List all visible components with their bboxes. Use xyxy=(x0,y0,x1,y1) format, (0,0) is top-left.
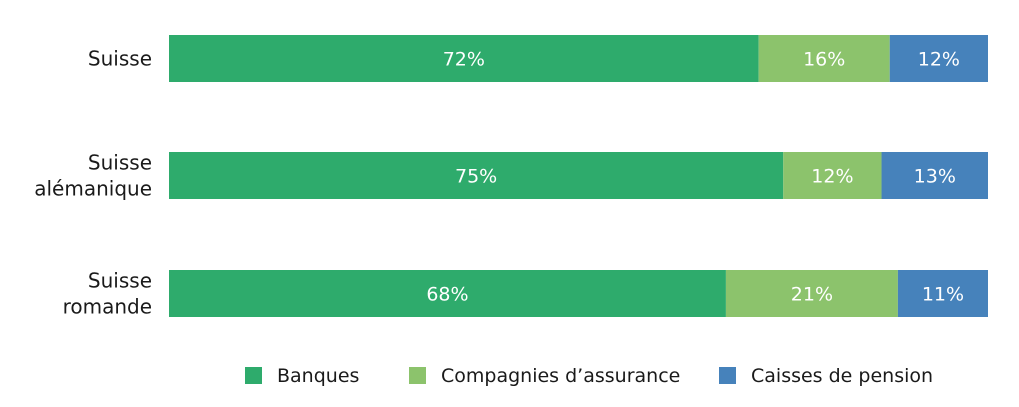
data-label: 13% xyxy=(914,166,956,188)
bars-layer: 72% 16% 12% 75% 12% 13% 68% 21% 11% xyxy=(169,35,988,317)
bar-segment xyxy=(725,270,898,317)
bar-segment xyxy=(881,152,988,199)
category-label: Suisse alémanique xyxy=(34,151,152,201)
category-label-line: Suisse xyxy=(88,151,152,175)
legend-label: Caisses de pension xyxy=(751,365,933,387)
data-label: 16% xyxy=(803,49,845,71)
data-label: 68% xyxy=(426,284,468,306)
bar-segment xyxy=(783,152,882,199)
data-label: 72% xyxy=(443,49,485,71)
category-label: Suisse xyxy=(88,47,152,71)
legend: Banques Compagnies d’assurance Caisses de … xyxy=(245,365,933,387)
data-label: 75% xyxy=(455,166,497,188)
category-label-line: romande xyxy=(63,295,152,319)
legend-swatch xyxy=(719,367,736,384)
legend-swatch xyxy=(409,367,426,384)
bar-segment xyxy=(758,35,890,82)
category-label-line: alémanique xyxy=(34,177,152,201)
legend-label: Banques xyxy=(277,365,359,387)
category-label-line: Suisse xyxy=(88,269,152,293)
category-label: Suisse romande xyxy=(63,269,152,319)
bar-segment xyxy=(889,35,988,82)
category-label-line: Suisse xyxy=(88,47,152,71)
data-label: 12% xyxy=(811,166,853,188)
bar-segment xyxy=(169,35,759,82)
data-label: 12% xyxy=(918,49,960,71)
bar-segment xyxy=(897,270,988,317)
legend-label: Compagnies d’assurance xyxy=(441,365,680,387)
data-label: 11% xyxy=(922,284,964,306)
bar-segment xyxy=(169,152,784,199)
legend-swatch xyxy=(245,367,262,384)
data-label: 21% xyxy=(791,284,833,306)
bar-segment xyxy=(169,270,726,317)
